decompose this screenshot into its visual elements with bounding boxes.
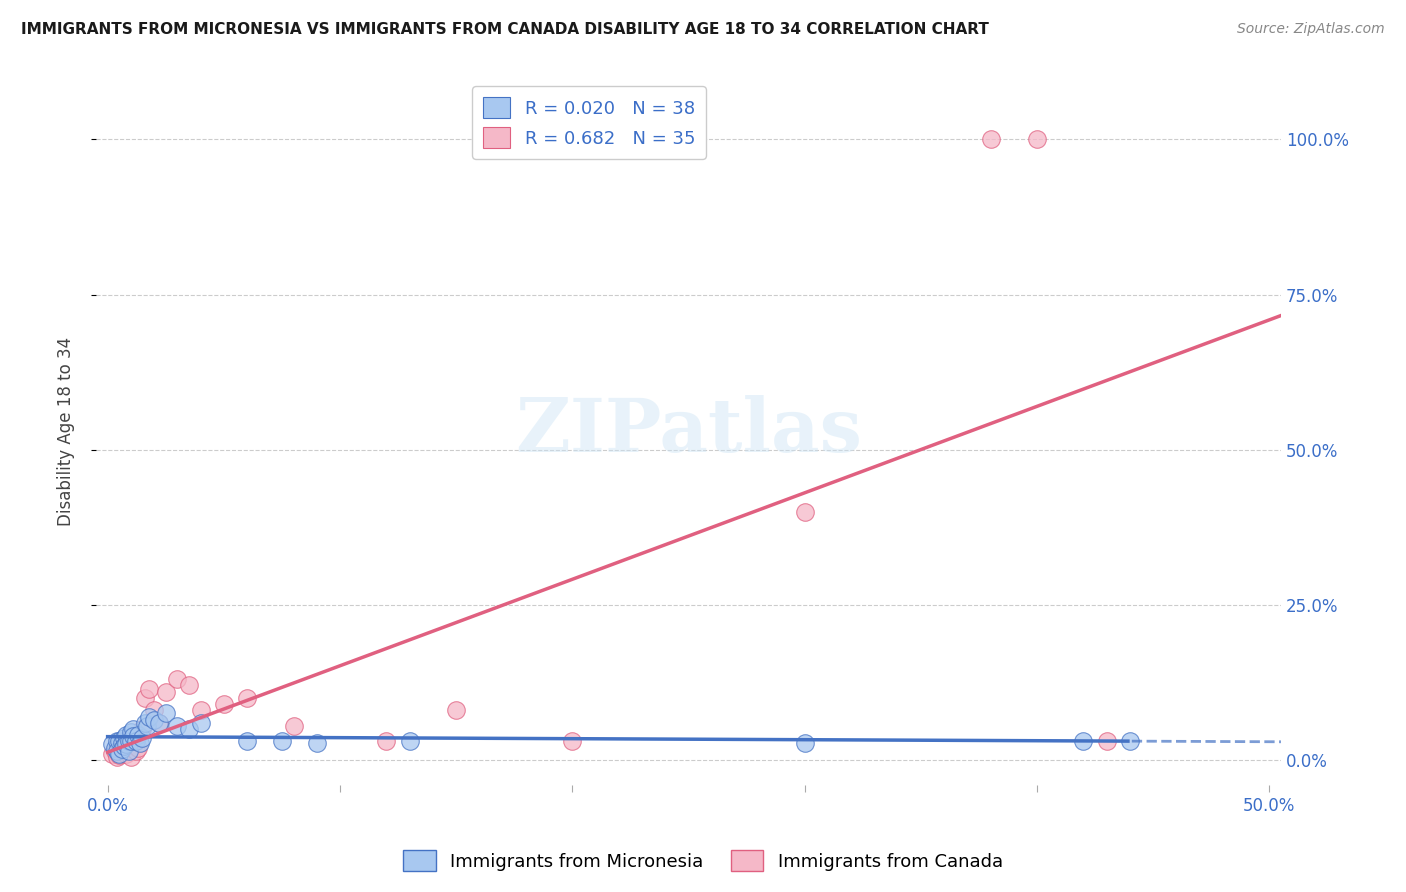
Point — [115, 747, 138, 761]
Point — [236, 734, 259, 748]
Text: Source: ZipAtlas.com: Source: ZipAtlas.com — [1237, 22, 1385, 37]
Point — [124, 734, 146, 748]
Point — [444, 703, 467, 717]
Point — [136, 719, 159, 733]
Point — [177, 722, 200, 736]
Point — [120, 725, 142, 739]
Point — [398, 734, 420, 748]
Point — [561, 734, 583, 748]
Point — [122, 731, 145, 746]
Point — [117, 734, 139, 748]
Point — [793, 505, 815, 519]
Legend: R = 0.020   N = 38, R = 0.682   N = 35: R = 0.020 N = 38, R = 0.682 N = 35 — [472, 87, 706, 159]
Point — [112, 734, 135, 748]
Point — [1095, 734, 1118, 748]
Point — [105, 749, 128, 764]
Point — [1026, 132, 1049, 146]
Point — [108, 740, 131, 755]
Point — [131, 731, 153, 746]
Point — [166, 673, 188, 687]
Point — [112, 739, 135, 754]
Point — [190, 703, 212, 717]
Point — [143, 703, 166, 717]
Point — [155, 706, 177, 721]
Legend: Immigrants from Micronesia, Immigrants from Canada: Immigrants from Micronesia, Immigrants f… — [396, 843, 1010, 879]
Point — [122, 730, 145, 744]
Point — [148, 715, 170, 730]
Point — [190, 715, 212, 730]
Point — [155, 684, 177, 698]
Point — [112, 744, 135, 758]
Point — [115, 728, 138, 742]
Point — [105, 744, 128, 758]
Point — [138, 681, 160, 696]
Point — [793, 735, 815, 749]
Point — [108, 747, 131, 762]
Point — [129, 735, 152, 749]
Point — [1073, 734, 1095, 748]
Point — [127, 728, 149, 742]
Point — [120, 749, 142, 764]
Point — [120, 734, 142, 748]
Point — [143, 713, 166, 727]
Point — [120, 738, 142, 752]
Point — [124, 744, 146, 758]
Point — [112, 731, 135, 746]
Y-axis label: Disability Age 18 to 34: Disability Age 18 to 34 — [58, 336, 75, 525]
Point — [1119, 734, 1142, 748]
Point — [104, 740, 127, 755]
Text: IMMIGRANTS FROM MICRONESIA VS IMMIGRANTS FROM CANADA DISABILITY AGE 18 TO 34 COR: IMMIGRANTS FROM MICRONESIA VS IMMIGRANTS… — [21, 22, 988, 37]
Point — [105, 734, 128, 748]
Point — [104, 744, 127, 758]
Point — [127, 740, 149, 755]
Point — [177, 678, 200, 692]
Text: ZIPatlas: ZIPatlas — [515, 394, 862, 467]
Point — [270, 734, 292, 748]
Point — [122, 722, 145, 736]
Point — [236, 690, 259, 705]
Point — [148, 715, 170, 730]
Point — [138, 709, 160, 723]
Point — [980, 132, 1002, 146]
Point — [110, 741, 132, 756]
Point — [283, 719, 305, 733]
Point — [375, 734, 398, 748]
Point — [134, 690, 156, 705]
Point — [131, 722, 153, 736]
Point — [117, 744, 139, 758]
Point — [110, 735, 132, 749]
Point — [305, 735, 328, 749]
Point — [166, 719, 188, 733]
Point — [108, 747, 131, 761]
Point — [115, 740, 138, 755]
Point — [115, 738, 138, 752]
Point — [101, 738, 124, 752]
Point — [108, 734, 131, 748]
Point — [134, 715, 156, 730]
Point — [117, 744, 139, 758]
Point — [101, 747, 124, 761]
Point — [212, 697, 235, 711]
Point — [110, 738, 132, 752]
